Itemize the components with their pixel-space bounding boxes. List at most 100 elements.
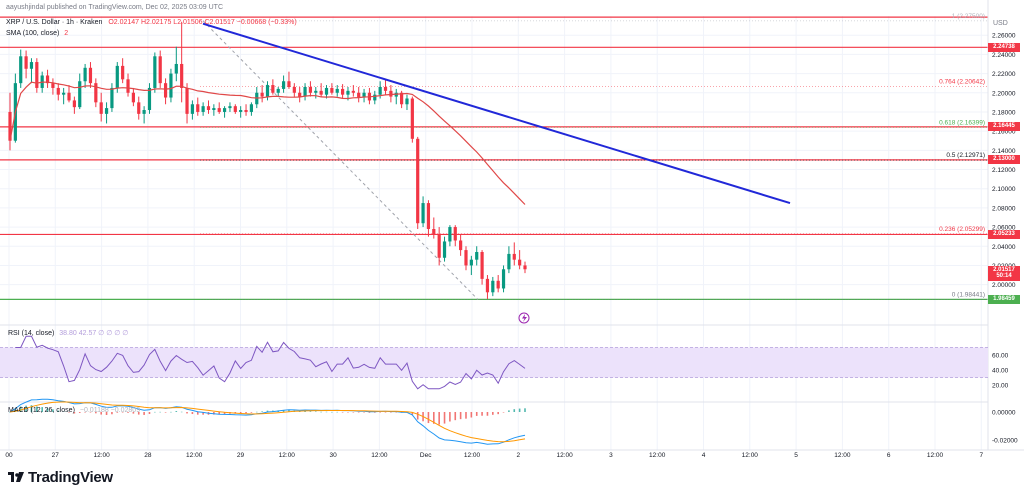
macd-histogram-bar [36,406,38,412]
candle-body [416,138,420,224]
macd-histogram-bar [454,412,457,421]
candle-body [400,92,404,105]
macd-histogram-bar [481,412,483,416]
time-tick-label: 4 [702,452,706,459]
sma-line [9,81,526,205]
candle-body [346,90,350,95]
candle-body [378,86,382,95]
macd-histogram-bar [239,412,242,414]
price-tick-label: 2.06000 [992,225,1016,232]
candle-body [131,92,135,103]
macd-tick-label: 0.00000 [992,410,1016,417]
macd-histogram-bar [325,411,328,413]
fib-level-label: 0 (1.98441) [952,292,985,299]
time-tick-label: 29 [237,452,245,459]
macd-line [9,398,526,445]
symbol-ohlc[interactable]: XRP / U.S. Dollar · 1h · Kraken O2.02147… [6,19,297,26]
candle-body [512,253,516,260]
candle-body [110,87,114,109]
candle-body [206,106,211,111]
macd-histogram-bar [341,412,344,413]
fib-trend-line [202,20,479,300]
macd-histogram-bar [89,412,92,413]
candle-body [410,98,414,139]
candle-body [351,90,355,93]
candle-body [51,83,55,88]
macd-histogram-bar [288,410,290,412]
macd-histogram-bar [132,412,135,414]
candle-body [308,86,313,93]
macd-signal-line [9,401,526,443]
macd-histogram-bar [186,412,188,414]
time-tick-label: 12:00 [93,452,110,459]
macd-histogram-bar [73,412,76,414]
candle-body [298,92,302,97]
sma-label: SMA (100, close) [6,30,60,37]
macd-histogram-bar [95,412,97,414]
time-axis[interactable]: 00 27 12:00 28 12:00 29 12:00 30 12:00 Dec 12:00 2 1… [5,452,983,459]
fib-level-label: 0.764 (2.20642) [939,79,985,86]
macd-histogram-bar [320,411,322,413]
rsi-tick-label: 40.00 [992,368,1009,375]
macd-histogram-bar [475,412,478,416]
chart-canvas[interactable]: 1 (2.27500) 0.764 (2.20642) 0.618 (2.16399… [0,0,1024,465]
price-tick-label: 2.12000 [992,167,1016,174]
candle-body [142,110,146,114]
macd-histogram-bar [105,412,108,415]
macd-histogram-bar [331,411,333,413]
macd-histogram-bar [111,412,113,415]
candle-body [448,227,452,242]
macd-histogram-bar [78,412,81,413]
candle-body [496,280,500,289]
candle-body [432,228,436,235]
time-tick-label: 12:00 [927,452,944,459]
candle-body [137,102,141,114]
fib-level-label: 1 (2.27500) [952,13,985,20]
candle-body [222,108,227,112]
fib-level-label: 0.236 (2.05299) [939,226,985,233]
candle-body [163,83,168,98]
time-tick-label: 12:00 [279,452,296,459]
ohlc-values: O2.02147 H2.02175 L2.01506 C2.01517 −0.0… [108,19,297,26]
macd-histogram-bar [502,412,505,413]
candle-body [271,85,275,93]
candle-body [421,203,425,224]
macd-histogram-bar [62,411,65,412]
candle-body [62,92,66,95]
macd-histogram-bar [255,411,258,413]
macd-histogram-bar [30,405,33,412]
macd-legend[interactable]: MACD (12, 26, close) −0.01188 −0.02809 [8,407,140,414]
price-tick-label: 2.00000 [992,282,1016,289]
time-tick-label: 12:00 [464,452,481,459]
symbol-title: XRP / U.S. Dollar · 1h · Kraken [6,19,103,26]
macd-histogram-bar [347,412,349,413]
price-tick-label: 2.08000 [992,205,1016,212]
tradingview-logo[interactable]: TradingView [8,469,113,486]
macd-histogram-bar [470,412,473,418]
macd-histogram-bar [57,410,60,412]
candle-body [485,278,490,293]
candle-body [72,100,76,108]
candle-body [169,73,173,98]
candle-body [158,56,162,84]
sma-legend[interactable]: SMA (100, close) 2 [6,30,68,37]
time-tick-label: 7 [979,452,983,459]
candle-body [239,110,243,112]
candle-body [330,87,334,93]
time-tick-label: 28 [144,452,152,459]
macd-histogram-bar [465,412,467,419]
candle-body [185,87,189,114]
rsi-pane: 60.00 40.00 20.00 [0,324,1009,390]
price-label: 2.13000 [988,155,1020,165]
candle-body [480,252,484,279]
macd-histogram-bar [116,412,119,413]
candle-body [78,81,82,108]
time-tick-label: 12:00 [649,452,666,459]
candle-body [83,67,87,82]
time-tick-label: 00 [5,452,13,459]
price-label: 50:14 [988,271,1020,281]
rsi-legend[interactable]: RSI (14, close) 38.80 42.57 ∅ ∅ ∅ ∅ [8,329,128,337]
time-tick-label: 2 [516,452,520,459]
overlays [9,22,791,324]
candle-body [265,85,270,97]
